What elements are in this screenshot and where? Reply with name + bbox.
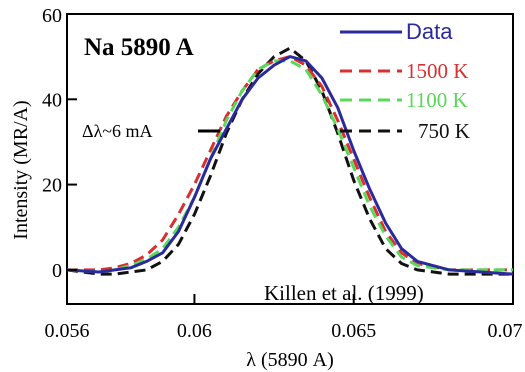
width-annotation: Δλ~6 mA — [82, 121, 153, 141]
series-line-data — [66, 55, 514, 276]
series-line-1100-k — [66, 59, 513, 274]
y-tick-label: 40 — [42, 89, 62, 111]
legend: Data 1500 K 1100 K 750 K — [340, 19, 470, 143]
x-axis-label: λ (5890 A) — [246, 349, 333, 371]
x-tick-label: 0.065 — [331, 320, 376, 342]
series-line-1500-k — [67, 55, 513, 272]
x-tick-label: 0.056 — [45, 320, 90, 342]
legend-label-750k: 750 K — [418, 119, 470, 143]
citation-annotation: Killen et al. (1999) — [264, 281, 424, 305]
legend-label-data: Data — [406, 19, 453, 44]
ticks-layer: 0.056 0.06 0.065 0.07 0 20 40 60 — [42, 5, 523, 342]
y-tick-label: 60 — [42, 5, 62, 27]
chart-title: Na 5890 A — [84, 34, 194, 61]
legend-label-1500k: 1500 K — [406, 59, 468, 83]
series-layer — [66, 46, 514, 276]
legend-label-1100k: 1100 K — [406, 88, 468, 112]
x-tick-label: 0.06 — [177, 320, 212, 342]
plot-frame — [66, 13, 514, 305]
series-line-750-k — [66, 46, 513, 276]
x-tick-label: 0.07 — [488, 320, 523, 342]
y-tick-label: 20 — [42, 175, 62, 197]
y-tick-label: 0 — [52, 260, 62, 282]
y-axis-label: Intensity (MR/A) — [10, 100, 32, 239]
